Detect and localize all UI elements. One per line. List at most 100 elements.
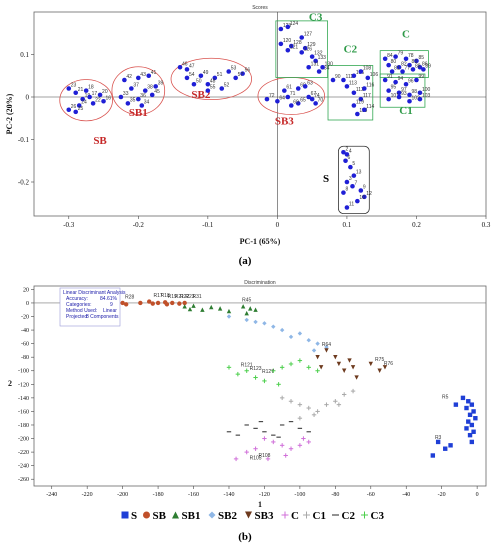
score-point-c3 <box>299 35 305 40</box>
score-point-label: 106 <box>370 72 379 78</box>
score-point-label: 3 <box>349 176 352 182</box>
score-point-sb2 <box>184 67 190 72</box>
score-point-label: 51 <box>217 72 223 78</box>
score-point-sb3 <box>309 96 315 102</box>
score-point-label: 94 <box>398 76 404 82</box>
score-point-label: 56 <box>245 68 251 74</box>
score-point-label: 41 <box>151 70 157 76</box>
lda-point-sb2 <box>226 314 232 319</box>
lda-point-s <box>466 419 471 424</box>
score-point-c <box>414 58 419 64</box>
scores-chart: Scores -0.3 -0.2 -0.1 0 0.1 0.2 0.3 -0.2 -0.1 0 0.… <box>5 5 491 267</box>
score-point-label: 4 <box>349 148 352 154</box>
y-tick-label: -0.2 <box>18 179 30 187</box>
x-tick-label: -220 <box>82 492 93 498</box>
score-point-s <box>362 194 367 200</box>
y-tick-label: -120 <box>18 382 29 388</box>
score-point-label: 127 <box>304 32 313 38</box>
group-label-c: C <box>402 29 410 41</box>
legend-label-c1: C1 <box>313 510 326 522</box>
score-point-sb1 <box>129 86 134 91</box>
info-projected-value: 8 Components <box>86 314 119 320</box>
lda-point-sb1 <box>200 307 205 312</box>
score-point-label: 126 <box>304 46 313 52</box>
score-point-c2 <box>351 73 357 79</box>
score-point-label: 124 <box>290 21 299 27</box>
score-point-s <box>343 158 348 164</box>
lda-point-s <box>430 453 436 458</box>
lda-point-label: R45 <box>242 297 251 303</box>
lda-point-c3 <box>315 368 320 373</box>
score-point-label: 129 <box>307 42 316 48</box>
score-point-label: 128 <box>293 40 302 46</box>
info-line: Linear Discriminant Analysis <box>63 290 126 296</box>
score-point-label: 81 <box>394 66 400 72</box>
score-point-label: 25 <box>78 106 84 112</box>
lda-point-s <box>471 409 476 414</box>
score-point-label: 55 <box>210 85 216 91</box>
score-point-label: 97 <box>401 87 407 93</box>
score-point-label: 98 <box>412 89 418 95</box>
lda-point-s <box>466 399 471 404</box>
lda-point-sb <box>120 300 125 306</box>
lda-point-sb3 <box>324 348 329 353</box>
lda-point-sb <box>182 300 187 306</box>
legend-label-sb1: SB1 <box>182 510 201 522</box>
lda-point-label: R22 <box>180 294 189 300</box>
score-point-label: 34 <box>144 100 150 106</box>
discrimination-chart: Discrimination -240 -220 -200 -180 -160 -140-… <box>8 280 487 543</box>
score-point-label: 116 <box>366 83 374 89</box>
score-point-label: 46 <box>182 61 188 67</box>
info-categories-value: 9 <box>110 302 113 308</box>
lda-point-sb3 <box>350 365 356 370</box>
lda-point-c <box>265 456 271 462</box>
lda-point-s <box>435 439 441 445</box>
score-point-label: 42 <box>126 74 132 80</box>
score-point-sb <box>90 101 96 106</box>
scores-xlabel: PC-1 (65%) <box>240 237 281 246</box>
lda-point-sb1 <box>182 304 187 309</box>
score-point-label: 121 <box>290 44 299 50</box>
lda-point-c3 <box>279 365 285 370</box>
legend: S SB SB1 SB2 SB3 C C1 C2 C3 <box>121 510 384 522</box>
score-point-c <box>417 64 423 70</box>
lda-point-label: R123 <box>250 366 262 372</box>
score-point-c2 <box>351 103 357 108</box>
score-point-label: 63 <box>307 80 313 86</box>
score-point-sb2 <box>233 75 238 81</box>
lda-point-sb3 <box>382 365 388 370</box>
x-tick-label: -200 <box>117 492 128 498</box>
score-point-s <box>341 149 346 155</box>
score-point-label: 48 <box>210 78 216 84</box>
score-point-sb <box>73 90 79 96</box>
lda-point-sb3 <box>354 375 359 380</box>
score-point-c1 <box>414 77 419 83</box>
score-point-label: 36 <box>140 93 146 99</box>
lda-point-sb2 <box>279 327 285 333</box>
score-point-label: 99 <box>418 74 424 80</box>
group-label-c1: C1 <box>399 105 412 117</box>
lda-point-sb2 <box>288 334 294 340</box>
lda-point-c1 <box>306 405 311 411</box>
score-point-label: 33 <box>123 91 129 97</box>
lda-point-c <box>306 439 311 445</box>
lda-point-c1 <box>350 388 356 394</box>
lda-point-label: R121 <box>241 362 253 368</box>
lda-point-c <box>253 446 258 451</box>
lda-point-s <box>469 422 475 428</box>
lda-point-sb <box>147 299 152 304</box>
score-point-c3 <box>278 26 284 32</box>
score-point-c3 <box>299 50 305 55</box>
lda-point-sb2 <box>253 319 258 325</box>
lda-point-sb1 <box>248 306 253 311</box>
x-tick-label: 0.1 <box>343 221 352 229</box>
y-tick-label: -220 <box>18 450 29 456</box>
x-tick-label: -100 <box>294 492 305 498</box>
lda-point-sb2 <box>262 321 267 326</box>
score-point-c <box>400 69 405 74</box>
score-point-sb2 <box>198 73 204 79</box>
y-tick-label: 0 <box>26 301 29 307</box>
lda-point-sb2 <box>315 341 320 346</box>
score-point-label: 10 <box>359 195 365 201</box>
group-box-c2 <box>327 65 374 121</box>
